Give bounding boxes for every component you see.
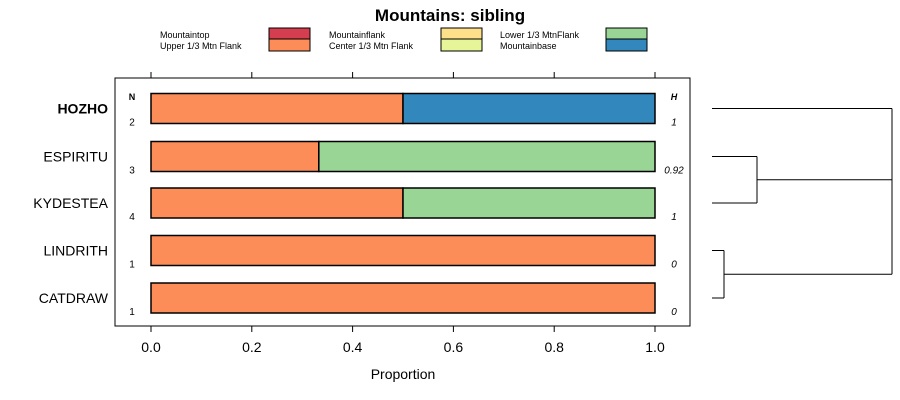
h-value-lindrith: 0 bbox=[671, 260, 677, 271]
plot-frame bbox=[114, 77, 691, 327]
legend-label-mountainbase: Mountainbase bbox=[500, 41, 557, 51]
n-column-header: N bbox=[129, 92, 136, 102]
legend-swatch-upper-1-3-mtn-flank bbox=[268, 38, 311, 52]
x-axis-label: Proportion bbox=[371, 366, 436, 382]
legend-swatch-mountaintop bbox=[268, 27, 311, 41]
x-axis: 0.0 0.2 0.4 0.6 0.8 1.0 bbox=[141, 72, 665, 355]
h-value-catdraw: 0 bbox=[671, 307, 677, 318]
category-label-hozho: HOZHO bbox=[57, 101, 108, 117]
category-label-espiritu: ESPIRITU bbox=[43, 149, 108, 165]
x-tick-label-4: 0.8 bbox=[544, 339, 564, 355]
x-tick-label-3: 0.6 bbox=[444, 339, 464, 355]
x-tick-label-5: 1.0 bbox=[645, 339, 665, 355]
x-tick-label-1: 0.2 bbox=[242, 339, 262, 355]
bars: HOZHO 2 1 ESPIRITU 3 0.92 KYDESTEA 4 1 LINDRITH 1 0… bbox=[33, 92, 684, 318]
bar-segment-kydestea-upper-1-3-mtn-flank bbox=[150, 187, 404, 219]
chart-title: Mountains: sibling bbox=[375, 6, 525, 25]
legend-swatch-lower-1-3-mtnflank bbox=[605, 27, 648, 41]
legend-label-lower-1-3-mtnflank: Lower 1/3 MtnFlank bbox=[500, 30, 580, 40]
h-value-espiritu: 0.92 bbox=[664, 166, 684, 177]
legend-label-mountainflank: Mountainflank bbox=[329, 30, 386, 40]
n-value-hozho: 2 bbox=[129, 118, 135, 129]
dendrogram bbox=[712, 108, 893, 299]
category-label-kydestea: KYDESTEA bbox=[33, 195, 108, 211]
legend-label-upper-1-3-mtn-flank: Upper 1/3 Mtn Flank bbox=[160, 41, 242, 51]
category-label-catdraw: CATDRAW bbox=[39, 290, 109, 306]
bar-segment-kydestea-lower-1-3-mtnflank bbox=[402, 187, 656, 219]
bar-segment-hozho-mountainbase bbox=[402, 92, 656, 125]
n-value-kydestea: 4 bbox=[129, 212, 135, 223]
legend-swatch-mountainbase bbox=[605, 38, 648, 52]
h-value-hozho: 1 bbox=[671, 118, 677, 129]
n-value-catdraw: 1 bbox=[129, 307, 135, 318]
legend-label-mountaintop: Mountaintop bbox=[160, 30, 210, 40]
bar-segment-hozho-upper-1-3-mtn-flank bbox=[150, 92, 404, 125]
category-label-lindrith: LINDRITH bbox=[43, 243, 108, 259]
bar-segment-lindrith-upper-1-3-mtn-flank bbox=[150, 234, 656, 267]
bar-segment-espiritu-lower-1-3-mtnflank bbox=[318, 140, 656, 173]
x-tick-label-2: 0.4 bbox=[343, 339, 363, 355]
bar-segment-catdraw-upper-1-3-mtn-flank bbox=[150, 282, 656, 314]
n-value-espiritu: 3 bbox=[129, 166, 135, 177]
legend-swatch-center-1-3-mtn-flank bbox=[440, 38, 483, 52]
h-column-header: H bbox=[671, 92, 678, 102]
legend-swatch-mountainflank bbox=[440, 27, 483, 41]
bar-segment-espiritu-upper-1-3-mtn-flank bbox=[150, 140, 320, 173]
h-value-kydestea: 1 bbox=[671, 212, 677, 223]
x-tick-label-0: 0.0 bbox=[141, 339, 161, 355]
legend-label-center-1-3-mtn-flank: Center 1/3 Mtn Flank bbox=[329, 41, 414, 51]
n-value-lindrith: 1 bbox=[129, 260, 135, 271]
